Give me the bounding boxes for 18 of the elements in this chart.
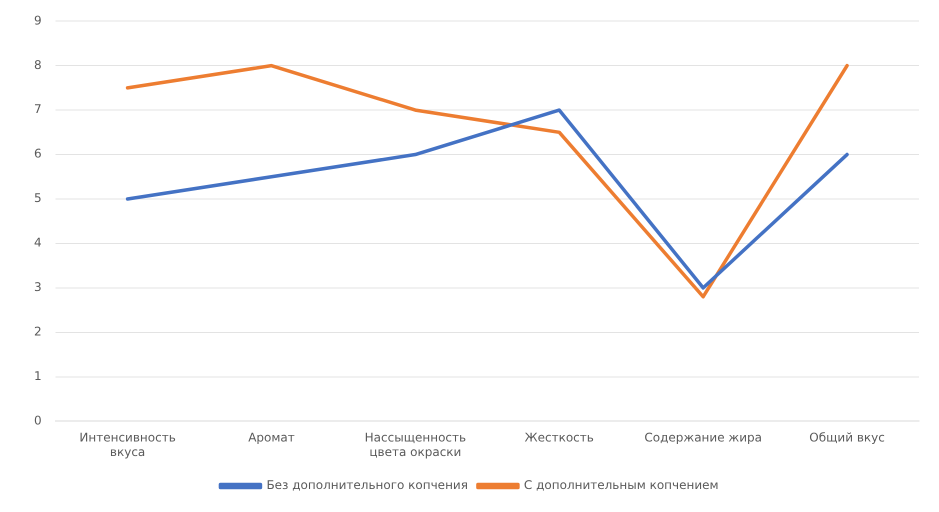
y-tick-label: 1	[34, 368, 42, 383]
y-tick-label: 3	[34, 280, 42, 294]
x-tick-label: Общий вкус	[809, 430, 885, 445]
legend-label: Без дополнительного копчения	[266, 478, 468, 492]
y-tick-label: 4	[34, 236, 42, 250]
x-tick-label: Содержание жира	[644, 430, 762, 445]
x-tick-label: Аромат	[248, 430, 295, 445]
y-tick-label: 8	[34, 58, 42, 72]
x-tick-label: Жесткость	[524, 430, 594, 445]
y-tick-label: 5	[34, 191, 42, 206]
x-tick-label: Интенсивность вкуса	[79, 430, 176, 459]
legend-label: С дополнительным копчением	[524, 478, 719, 492]
x-tick-label: Нассыщенность цвета окраски	[364, 430, 466, 459]
y-tick-label: 9	[34, 13, 42, 28]
y-tick-label: 6	[34, 146, 42, 161]
y-tick-label: 0	[34, 413, 42, 428]
y-tick-label: 7	[34, 102, 42, 116]
y-tick-label: 2	[34, 324, 42, 338]
